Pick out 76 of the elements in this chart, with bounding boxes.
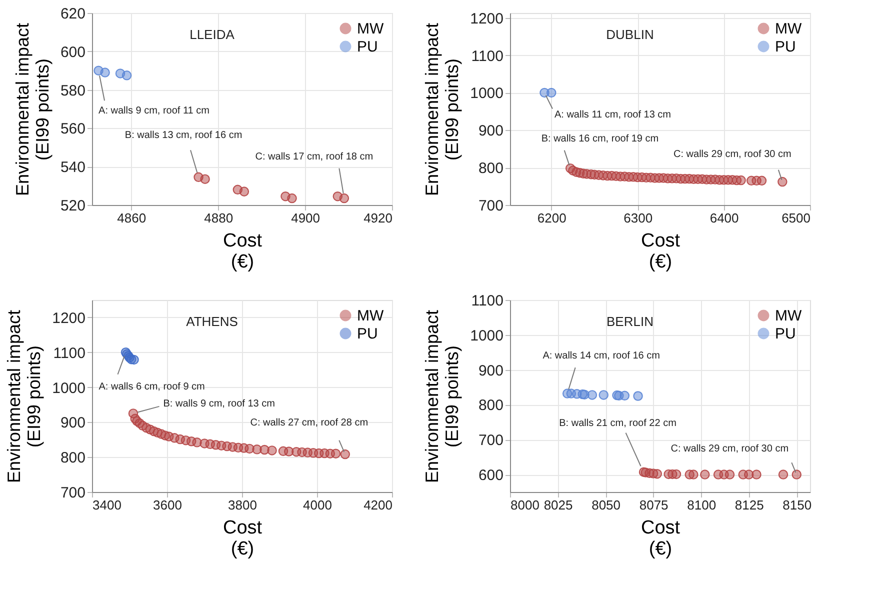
x-tick-label: 4920 [364, 210, 392, 226]
legend-label: PU [357, 38, 378, 56]
y-tick-label: 800 [478, 160, 504, 178]
x-tick-label: 8025 [544, 498, 573, 512]
legend-label: PU [357, 326, 378, 342]
y-tick-label: 1000 [52, 380, 86, 397]
annotation: C: walls 27 cm, roof 28 cm [250, 417, 368, 428]
x-tick-label: 6500 [782, 210, 810, 226]
annotation: C: walls 29 cm, roof 30 cm [670, 444, 789, 455]
text: BERLIN [606, 314, 654, 329]
x-tick-label: 4900 [291, 210, 320, 226]
annotation: C: walls 17 cm, roof 18 cm [255, 151, 374, 162]
y-axis-title: Environmental impact (EI99 points) [422, 22, 462, 196]
y-tick-label: 520 [60, 198, 86, 214]
legend-label: MW [357, 20, 384, 38]
x-axis-title: Cost (€) [222, 230, 263, 272]
x-tick-label: 8150 [782, 498, 812, 512]
y-tick-label: 1200 [470, 10, 504, 28]
y-tick-label: 540 [60, 159, 86, 176]
y-tick-label: 1100 [53, 344, 86, 362]
y-tick-label: 600 [478, 467, 504, 484]
x-tick-label: 8125 [734, 498, 764, 512]
x-tick-label: 4200 [364, 498, 392, 512]
x-tick-label: 8000 [510, 498, 540, 512]
y-tick-label: 800 [60, 450, 86, 467]
y-tick-label: 700 [478, 198, 504, 214]
y-tick-label: 620 [60, 6, 86, 22]
y-tick-label: 900 [478, 122, 504, 140]
y-tick-label: 1200 [52, 310, 86, 327]
x-axis-title: Cost (€) [640, 230, 681, 272]
y-tick-label: 560 [60, 120, 86, 138]
x-tick-label: 6300 [624, 210, 653, 226]
x-tick-label: 6400 [710, 210, 739, 226]
x-tick-label: 8075 [639, 498, 668, 512]
y-tick-label: 700 [60, 484, 86, 502]
x-axis-title: Cost (€) [222, 518, 263, 560]
annotation: B: walls 13 cm, roof 16 cm [124, 130, 242, 142]
x-tick-label: 3400 [92, 498, 122, 512]
legend-label: MW [775, 308, 802, 324]
y-tick-label: 700 [478, 432, 504, 450]
legend-label: PU [775, 326, 796, 342]
text: LLEIDA [190, 27, 235, 42]
x-tick-label: 3800 [228, 498, 257, 512]
x-tick-label: 4000 [303, 498, 332, 512]
annotation: C: walls 29 cm, roof 30 cm [674, 148, 792, 160]
annotation: B: walls 21 cm, roof 22 cm [559, 418, 676, 429]
y-tick-label: 1000 [470, 327, 504, 344]
annotation: B: walls 16 cm, roof 19 cm [541, 133, 659, 144]
y-axis-title: Environmental impact (EI99 points) [422, 310, 462, 484]
x-tick-label: 8050 [592, 498, 620, 512]
y-tick-label: 1100 [471, 48, 504, 65]
annotation: A: walls 6 cm, roof 9 cm [98, 381, 205, 392]
annotation: B: walls 9 cm, roof 13 cm [163, 398, 275, 410]
x-tick-label: 6200 [537, 210, 566, 226]
x-tick-label: 4880 [204, 210, 234, 226]
y-tick-label: 900 [60, 414, 86, 432]
y-tick-label: 1100 [471, 292, 504, 310]
x-axis-title: Cost (€) [640, 518, 681, 560]
text: ATHENS [186, 314, 238, 329]
legend-label: MW [775, 20, 802, 38]
y-tick-label: 800 [478, 397, 504, 414]
annotation: A: walls 11 cm, roof 13 cm [554, 110, 672, 121]
legend-label: PU [775, 38, 796, 56]
x-tick-label: 3600 [153, 498, 182, 512]
x-tick-label: 8100 [687, 498, 716, 512]
annotation: A: walls 14 cm, roof 16 cm [542, 350, 660, 362]
y-tick-label: 580 [60, 82, 86, 100]
x-tick-label: 4860 [117, 210, 146, 226]
y-tick-label: 1000 [470, 85, 504, 102]
legend-label: MW [357, 308, 384, 324]
text: DUBLIN [606, 27, 654, 42]
y-tick-label: 900 [478, 362, 504, 380]
annotation: A: walls 9 cm, roof 11 cm [98, 106, 210, 117]
y-axis-title: Environmental impact (EI99 points) [4, 310, 44, 484]
y-axis-title: Environmental impact (EI99 points) [12, 22, 52, 196]
y-tick-label: 600 [60, 44, 86, 61]
